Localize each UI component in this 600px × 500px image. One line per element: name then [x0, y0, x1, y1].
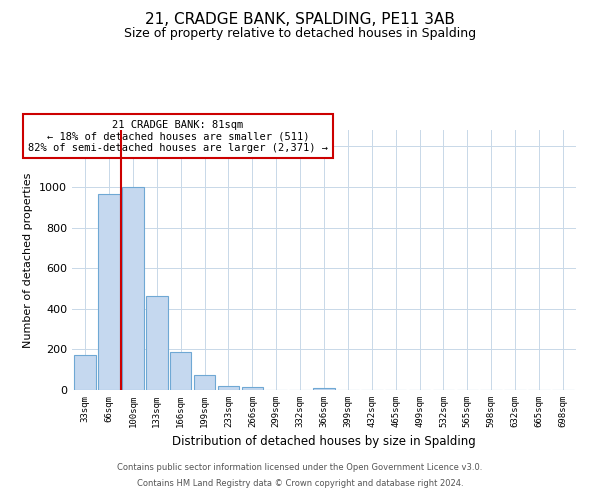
Bar — [74, 356, 96, 390]
Bar — [170, 352, 191, 390]
Text: Contains public sector information licensed under the Open Government Licence v3: Contains public sector information licen… — [118, 464, 482, 472]
Bar — [146, 296, 167, 390]
Text: Size of property relative to detached houses in Spalding: Size of property relative to detached ho… — [124, 28, 476, 40]
X-axis label: Distribution of detached houses by size in Spalding: Distribution of detached houses by size … — [172, 436, 476, 448]
Y-axis label: Number of detached properties: Number of detached properties — [23, 172, 34, 348]
Text: 21, CRADGE BANK, SPALDING, PE11 3AB: 21, CRADGE BANK, SPALDING, PE11 3AB — [145, 12, 455, 28]
Bar — [122, 187, 143, 390]
Bar — [194, 375, 215, 390]
Bar — [313, 388, 335, 390]
Text: Contains HM Land Registry data © Crown copyright and database right 2024.: Contains HM Land Registry data © Crown c… — [137, 478, 463, 488]
Bar — [98, 194, 120, 390]
Bar — [218, 386, 239, 390]
Bar — [242, 387, 263, 390]
Text: 21 CRADGE BANK: 81sqm
← 18% of detached houses are smaller (511)
82% of semi-det: 21 CRADGE BANK: 81sqm ← 18% of detached … — [28, 120, 328, 153]
